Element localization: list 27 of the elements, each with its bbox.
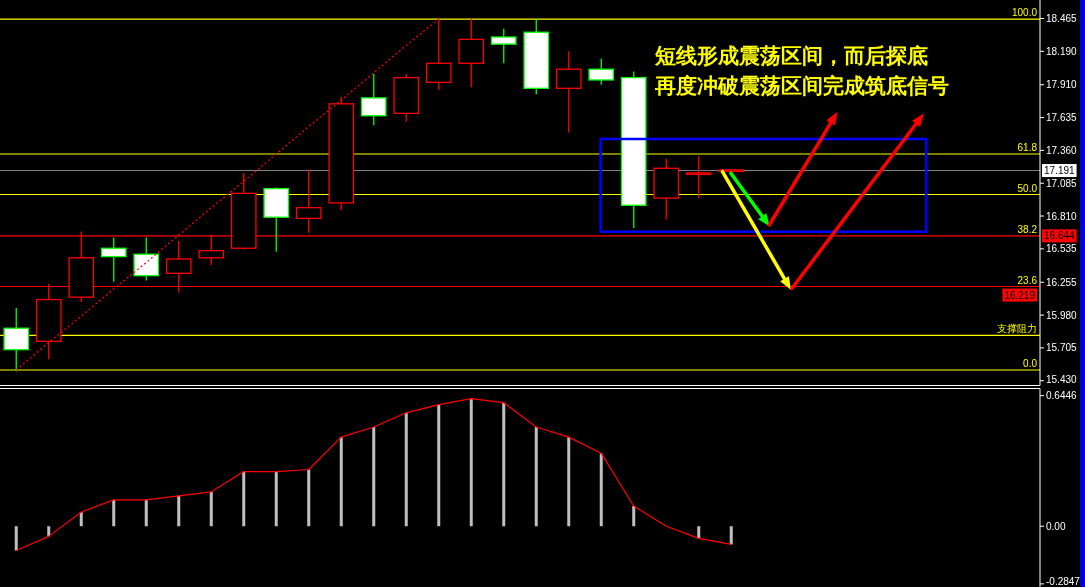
annotation: 50.0: [1017, 182, 1038, 194]
y-tick-label: -0.2847: [1046, 575, 1081, 587]
y-tick-label: 15.980: [1046, 309, 1078, 321]
annotation: 23.6: [1017, 274, 1038, 286]
y-tick-label: 16.535: [1046, 243, 1078, 255]
y-tick-label: 0.6446: [1046, 390, 1078, 402]
annotation: 61.8: [1017, 141, 1038, 153]
ref-line-label: 16.219: [1004, 289, 1036, 301]
y-tick-label: 17.085: [1046, 177, 1078, 189]
y-tick-label: 0.00: [1046, 520, 1066, 532]
y-tick-label: 17.360: [1046, 144, 1078, 156]
annotation: 短线形成震荡区间，而后探底: [654, 44, 928, 68]
y-tick-label: 18.465: [1046, 13, 1078, 24]
y-tick-label: 16.255: [1046, 276, 1078, 288]
y-tick-label: 15.430: [1046, 374, 1078, 385]
y-tick-label: 18.190: [1046, 45, 1078, 57]
ref-line-label: 16.644: [1044, 230, 1076, 242]
annotation: 支撑阻力: [997, 323, 1037, 335]
annotation: 100.0: [1011, 7, 1038, 19]
annotation: 再度冲破震荡区间完成筑底信号: [654, 74, 949, 98]
annotation: 38.2: [1017, 223, 1038, 235]
y-tick-label: 15.705: [1046, 342, 1078, 354]
y-tick-label: 16.810: [1046, 210, 1078, 222]
y-tick-label: 17.910: [1046, 79, 1078, 91]
ref-line-label: 17.191: [1044, 165, 1076, 177]
y-tick-label: 17.635: [1046, 112, 1078, 124]
annotation: 0.0: [1023, 357, 1038, 369]
